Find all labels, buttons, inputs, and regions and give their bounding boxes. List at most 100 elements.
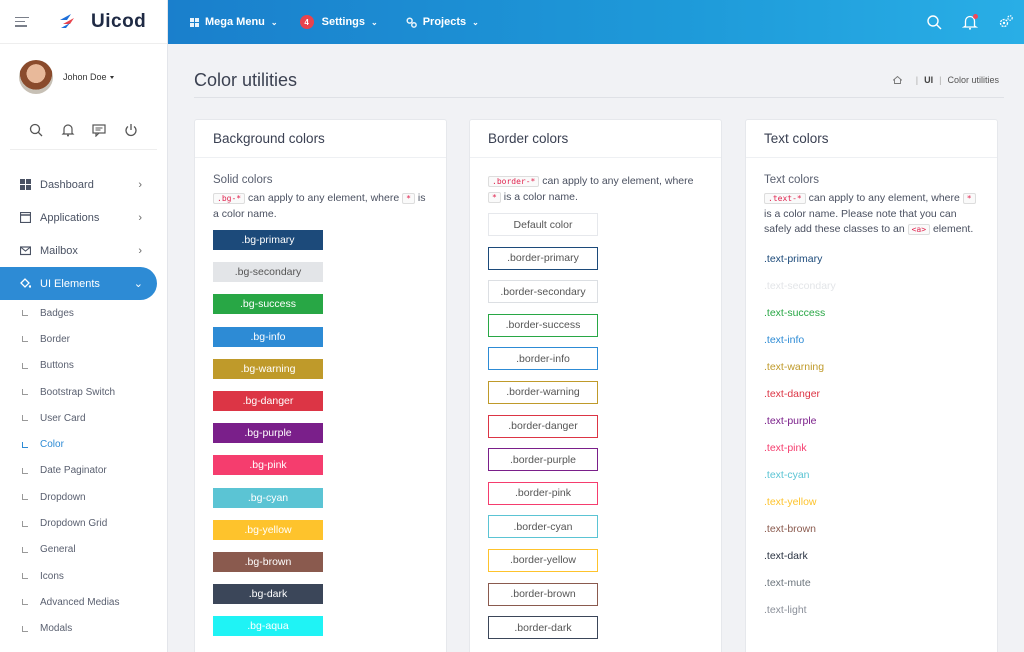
code-snippet: * <box>402 193 415 204</box>
section-subtitle: Solid colors <box>213 174 273 186</box>
sidebar: Uicod Johon Doe Dashboard › Applications… <box>0 0 168 652</box>
code-snippet: .text-* <box>764 193 806 204</box>
hamburger-menu-icon[interactable] <box>15 16 29 27</box>
chevron-down-icon: ⌄ <box>133 278 143 290</box>
description-text: where <box>664 175 694 187</box>
search-icon[interactable] <box>29 123 43 137</box>
border-color-box: .border-success <box>488 313 598 337</box>
quick-actions <box>10 110 157 150</box>
sidebar-subitem[interactable]: Advanced Medias <box>0 589 167 615</box>
topbar: Mega Menu ⌄ 4 Settings ⌄ Projects ⌄ <box>168 0 1024 44</box>
search-icon[interactable] <box>926 14 942 30</box>
background-colors-card: Background colors Solid colors .bg-* can… <box>194 119 447 652</box>
breadcrumb-current: Color utilities <box>947 75 999 85</box>
border-color-box: .border-danger <box>488 414 598 438</box>
bell-icon[interactable] <box>61 123 75 137</box>
sidebar-subitem[interactable]: User Card <box>0 405 167 431</box>
text-color-sample: .text-light <box>764 604 807 616</box>
bg-color-swatch: .bg-brown <box>213 551 323 572</box>
bg-color-swatch: .bg-success <box>213 294 323 315</box>
sidebar-item-mailbox[interactable]: Mailbox › <box>0 234 167 267</box>
caret-down-icon[interactable] <box>109 75 114 79</box>
avatar[interactable] <box>19 60 53 94</box>
corner-arrow-icon <box>22 573 28 580</box>
sidebar-subitem[interactable]: Border <box>0 326 167 352</box>
border-color-box: .border-pink <box>488 481 598 505</box>
topbar-actions <box>906 0 1014 44</box>
corner-arrow-icon <box>22 625 28 632</box>
sidebar-subitem[interactable]: Modals <box>0 616 167 642</box>
text-color-sample: .text-yellow <box>764 496 817 508</box>
border-color-box: .border-brown <box>488 582 598 606</box>
description-text: can apply to any element, <box>542 175 662 187</box>
code-snippet: .bg-* <box>213 193 246 204</box>
code-snippet: .border-* <box>488 176 540 187</box>
border-color-box: .border-secondary <box>488 280 598 304</box>
sidebar-subitem[interactable]: General <box>0 537 167 563</box>
sidebar-subitem[interactable]: Dropdown Grid <box>0 510 167 536</box>
projects-dropdown[interactable]: Projects ⌄ <box>406 16 479 28</box>
sidebar-subitem[interactable]: Dropdown <box>0 484 167 510</box>
border-color-box: .border-info <box>488 347 598 371</box>
settings-dropdown[interactable]: 4 Settings ⌄ <box>299 15 378 29</box>
card-body: .border-* can apply to any element, wher… <box>470 158 721 652</box>
breadcrumb: | UI | Color utilities <box>892 75 999 85</box>
text-colors-card: Text colors Text colors .text-* can appl… <box>745 119 998 652</box>
corner-arrow-icon <box>22 520 28 527</box>
bg-color-swatch: .bg-warning <box>213 358 323 379</box>
sidebar-item-applications[interactable]: Applications › <box>0 201 167 234</box>
description-text: element. <box>932 223 974 235</box>
description-text: can apply to any element, <box>808 192 929 204</box>
sidebar-subitem[interactable]: Badges <box>0 300 167 326</box>
grid-icon <box>190 17 199 27</box>
corner-arrow-icon <box>22 494 28 501</box>
sidebar-nav: Dashboard › Applications › Mailbox › UI … <box>0 150 167 642</box>
corner-arrow-icon <box>22 362 28 369</box>
border-color-box: .border-purple <box>488 448 598 472</box>
paint-bucket-icon <box>20 278 31 288</box>
border-color-box: .border-warning <box>488 380 598 404</box>
mega-menu-dropdown[interactable]: Mega Menu ⌄ <box>190 16 278 28</box>
code-snippet: <a> <box>907 224 931 235</box>
section-subtitle: Text colors <box>764 174 819 186</box>
card-description: .border-* can apply to any element, wher… <box>488 174 703 205</box>
sidebar-item-label: Applications <box>40 211 100 224</box>
text-color-sample: .text-cyan <box>764 469 810 481</box>
sidebar-subitem-label: General <box>40 544 76 556</box>
bg-color-swatch: .bg-pink <box>213 455 323 476</box>
chevron-right-icon: › <box>138 244 142 257</box>
text-color-sample: .text-danger <box>764 388 821 400</box>
border-color-box: Default color <box>488 213 598 236</box>
power-icon[interactable] <box>124 123 138 137</box>
sidebar-subitem-label: Icons <box>40 570 64 582</box>
brand-bar: Uicod <box>0 0 167 44</box>
sidebar-subitem-label: Border <box>40 333 71 345</box>
sidebar-subitem[interactable]: Date Paginator <box>0 458 167 484</box>
dashboard-icon <box>20 179 31 190</box>
sidebar-subitem-label: Advanced Medias <box>40 596 120 608</box>
user-name[interactable]: Johon Doe <box>63 72 107 82</box>
text-color-sample: .text-purple <box>764 415 817 427</box>
bg-color-swatch: .bg-aqua <box>213 616 323 637</box>
breadcrumb-separator: | <box>915 75 919 85</box>
text-color-sample: .text-dark <box>764 550 808 562</box>
description-text: can apply to any element, where <box>248 192 400 204</box>
sidebar-subnav: Badges Border Buttons Bootstrap Switch User … <box>0 300 167 642</box>
breadcrumb-ui-link[interactable]: UI <box>924 75 934 85</box>
sidebar-subitem-label: Bootstrap Switch <box>40 386 116 398</box>
home-icon[interactable] <box>892 76 902 84</box>
sidebar-subitem[interactable]: Color <box>0 431 167 457</box>
sidebar-item-label: UI Elements <box>40 277 100 290</box>
chevron-right-icon: › <box>138 178 142 191</box>
sidebar-subitem[interactable]: Bootstrap Switch <box>0 379 167 405</box>
bell-icon[interactable] <box>961 14 979 30</box>
sidebar-subitem[interactable]: Icons <box>0 563 167 589</box>
settings-gear-icon[interactable] <box>998 14 1014 30</box>
text-color-sample: .text-primary <box>764 253 823 265</box>
brand-name[interactable]: Uicod <box>91 10 147 32</box>
user-profile[interactable]: Johon Doe <box>0 44 167 110</box>
chat-icon[interactable] <box>92 123 106 137</box>
sidebar-item-ui-elements[interactable]: UI Elements ⌄ <box>0 267 157 300</box>
sidebar-item-dashboard[interactable]: Dashboard › <box>0 168 167 201</box>
sidebar-subitem[interactable]: Buttons <box>0 353 167 379</box>
